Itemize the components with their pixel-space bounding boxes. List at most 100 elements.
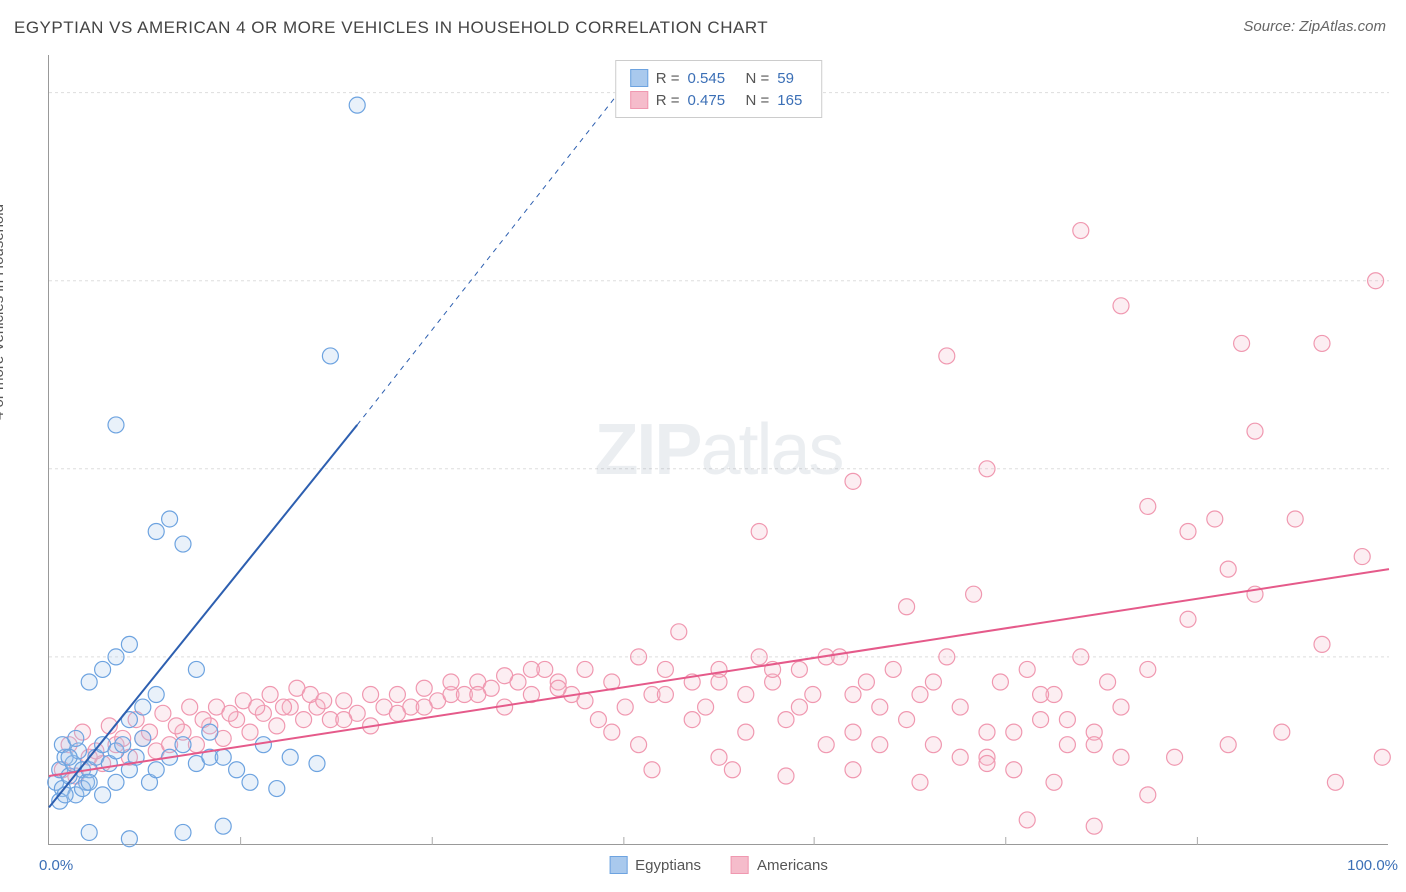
scatter-point: [1059, 737, 1075, 753]
legend-swatch: [731, 856, 749, 874]
scatter-point: [885, 661, 901, 677]
stats-n-value: 59: [777, 70, 807, 87]
x-tick-label: 100.0%: [1347, 857, 1398, 874]
scatter-point: [845, 762, 861, 778]
scatter-point: [1220, 561, 1236, 577]
scatter-point: [1374, 749, 1390, 765]
scatter-point: [791, 699, 807, 715]
scatter-point: [416, 699, 432, 715]
scatter-point: [322, 348, 338, 364]
legend-swatch: [609, 856, 627, 874]
scatter-point: [242, 724, 258, 740]
scatter-point: [336, 693, 352, 709]
scatter-point: [805, 687, 821, 703]
scatter-point: [309, 755, 325, 771]
chart-container: EGYPTIAN VS AMERICAN 4 OR MORE VEHICLES …: [0, 0, 1406, 892]
source-attribution: Source: ZipAtlas.com: [1243, 18, 1386, 35]
scatter-point: [1113, 699, 1129, 715]
scatter-point: [188, 661, 204, 677]
scatter-point: [1274, 724, 1290, 740]
stats-row: R =0.545N =59: [630, 67, 808, 89]
scatter-point: [282, 749, 298, 765]
scatter-point: [657, 687, 673, 703]
scatter-point: [249, 699, 265, 715]
scatter-point: [550, 680, 566, 696]
source-label: Source:: [1243, 18, 1295, 35]
scatter-point: [215, 818, 231, 834]
scatter-point: [952, 699, 968, 715]
scatter-point: [738, 724, 754, 740]
scatter-point: [912, 774, 928, 790]
scatter-point: [108, 774, 124, 790]
legend-item: Americans: [731, 856, 828, 874]
scatter-point: [148, 524, 164, 540]
scatter-point: [899, 599, 915, 615]
scatter-point: [1006, 724, 1022, 740]
scatter-point: [155, 705, 171, 721]
legend-label: Egyptians: [635, 857, 701, 874]
scatter-point: [631, 649, 647, 665]
scatter-point: [778, 768, 794, 784]
scatter-point: [1113, 298, 1129, 314]
scatter-point: [135, 730, 151, 746]
scatter-point: [349, 97, 365, 113]
scatter-point: [1033, 712, 1049, 728]
scatter-point: [577, 661, 593, 677]
scatter-point: [222, 705, 238, 721]
egyptians-trend-line-dashed: [357, 68, 638, 425]
scatter-point: [168, 718, 184, 734]
scatter-point: [523, 661, 539, 677]
scatter-point: [81, 774, 97, 790]
scatter-point: [108, 649, 124, 665]
scatter-point: [1113, 749, 1129, 765]
scatter-point: [1314, 636, 1330, 652]
scatter-point: [711, 749, 727, 765]
scatter-point: [242, 774, 258, 790]
scatter-point: [1234, 335, 1250, 351]
legend-bottom: Egyptians Americans: [609, 856, 828, 874]
scatter-point: [671, 624, 687, 640]
chart-svg: [49, 55, 1388, 844]
scatter-point: [61, 749, 77, 765]
scatter-point: [1327, 774, 1343, 790]
scatter-point: [1140, 661, 1156, 677]
stats-swatch: [630, 69, 648, 87]
scatter-point: [872, 737, 888, 753]
stats-n-value: 165: [777, 92, 807, 109]
scatter-point: [979, 724, 995, 740]
scatter-point: [296, 712, 312, 728]
scatter-point: [858, 674, 874, 690]
scatter-point: [751, 649, 767, 665]
scatter-point: [470, 687, 486, 703]
scatter-point: [175, 737, 191, 753]
scatter-point: [818, 737, 834, 753]
scatter-point: [108, 417, 124, 433]
scatter-point: [979, 755, 995, 771]
scatter-point: [202, 724, 218, 740]
scatter-point: [845, 473, 861, 489]
stats-r-label: R =: [656, 92, 680, 109]
scatter-point: [952, 749, 968, 765]
scatter-point: [115, 737, 131, 753]
scatter-point: [262, 687, 278, 703]
scatter-point: [1140, 498, 1156, 514]
stats-r-label: R =: [656, 70, 680, 87]
scatter-point: [95, 787, 111, 803]
scatter-point: [121, 636, 137, 652]
scatter-point: [497, 668, 513, 684]
scatter-point: [1046, 774, 1062, 790]
scatter-point: [68, 730, 84, 746]
scatter-point: [992, 674, 1008, 690]
scatter-point: [925, 674, 941, 690]
scatter-point: [269, 718, 285, 734]
legend-label: Americans: [757, 857, 828, 874]
scatter-point: [657, 661, 673, 677]
scatter-point: [276, 699, 292, 715]
scatter-point: [1073, 223, 1089, 239]
scatter-point: [1287, 511, 1303, 527]
scatter-point: [1086, 737, 1102, 753]
source-link[interactable]: ZipAtlas.com: [1299, 18, 1386, 35]
stats-n-label: N =: [746, 92, 770, 109]
scatter-point: [148, 762, 164, 778]
scatter-point: [751, 524, 767, 540]
